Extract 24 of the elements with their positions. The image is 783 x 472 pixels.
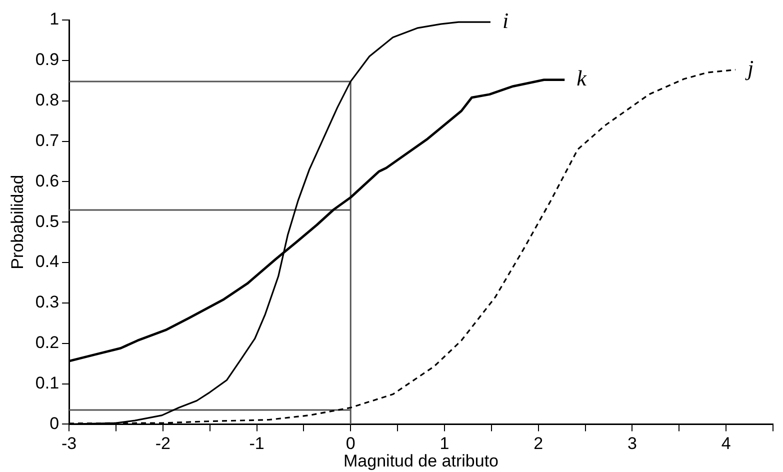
y-tick-label: 0.4: [35, 252, 60, 272]
y-tick-label: 0.9: [35, 50, 60, 70]
x-tick-label: 3: [627, 434, 637, 454]
y-tick-label: 0.7: [35, 130, 60, 150]
y-tick-label: 0: [50, 414, 60, 433]
y-tick-label: 0.6: [35, 171, 60, 190]
x-tick-label: -3: [61, 434, 77, 454]
y-tick-label: 0.3: [35, 292, 60, 312]
x-tick-label: -2: [155, 434, 170, 454]
y-tick-label: 0.8: [35, 90, 60, 110]
x-axis-title: Magnitud de atributo: [344, 451, 499, 470]
x-tick-label: 2: [534, 434, 544, 454]
y-tick-label: 0.5: [35, 212, 60, 231]
x-tick-label: -1: [249, 434, 264, 454]
series-label: k: [576, 66, 588, 91]
series-label: j: [744, 56, 754, 80]
series-label: i: [502, 8, 509, 33]
y-tick-label: 0.1: [35, 373, 60, 392]
x-tick-label: 4: [721, 434, 731, 454]
y-tick-label: 1: [50, 10, 60, 29]
x-tick-label: 0: [346, 434, 356, 454]
y-axis-title: Probabilidad: [8, 174, 27, 270]
y-tick-label: 0.2: [35, 333, 60, 352]
x-tick-label: 1: [440, 434, 450, 454]
